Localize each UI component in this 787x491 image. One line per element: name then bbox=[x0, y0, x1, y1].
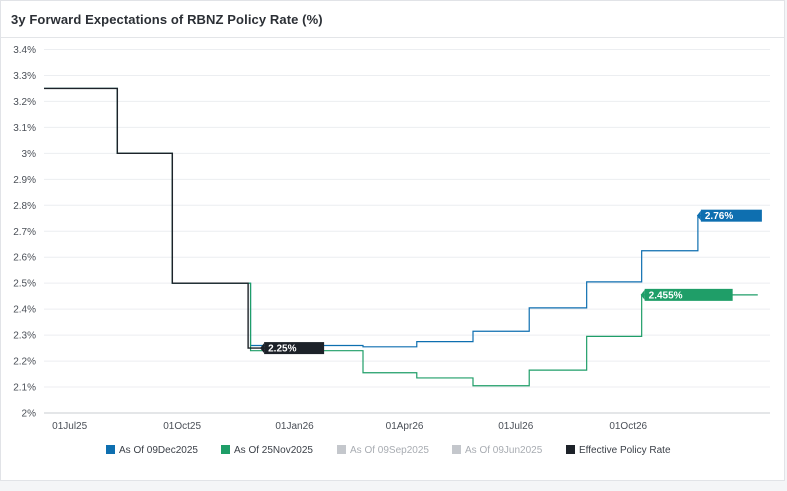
y-tick-label: 2.3% bbox=[13, 331, 36, 342]
chart-title: 3y Forward Expectations of RBNZ Policy R… bbox=[11, 12, 323, 27]
y-tick-label: 2% bbox=[22, 409, 37, 420]
y-tick-label: 2.5% bbox=[13, 279, 36, 290]
x-tick-label: 01Oct26 bbox=[609, 421, 647, 432]
y-tick-label: 2.8% bbox=[13, 201, 36, 212]
legend-swatch-as-of-25nov2025[interactable] bbox=[221, 445, 230, 454]
x-tick-label: 01Jan26 bbox=[275, 421, 314, 432]
legend-label-effective-policy-rate[interactable]: Effective Policy Rate bbox=[579, 445, 671, 456]
series-line-effective-policy-rate bbox=[44, 87, 268, 349]
y-tick-label: 2.9% bbox=[13, 175, 36, 186]
legend-swatch-as-of-09jun2025[interactable] bbox=[452, 445, 461, 454]
title-bar: 3y Forward Expectations of RBNZ Policy R… bbox=[1, 1, 784, 38]
y-tick-label: 2.6% bbox=[13, 253, 36, 264]
value-tag-label-effective-policy-rate: 2.25% bbox=[268, 344, 296, 355]
value-tag-as-of-09dec2025 bbox=[700, 209, 762, 222]
value-tag-label-as-of-09dec2025: 2.76% bbox=[705, 211, 733, 222]
y-tick-label: 2.2% bbox=[13, 357, 36, 368]
x-tick-label: 01Oct25 bbox=[163, 421, 201, 432]
legend-swatch-as-of-09dec2025[interactable] bbox=[106, 445, 115, 454]
value-tag-effective-policy-rate bbox=[264, 342, 325, 355]
y-tick-label: 2.4% bbox=[13, 305, 36, 316]
value-tag-pointer-effective-policy-rate bbox=[260, 343, 265, 354]
x-tick-label: 01Jul26 bbox=[498, 421, 533, 432]
y-tick-label: 3.4% bbox=[13, 45, 36, 56]
x-tick-label: 01Apr26 bbox=[386, 421, 424, 432]
y-tick-label: 3.2% bbox=[13, 97, 36, 108]
series-line-as-of-25nov2025 bbox=[44, 87, 758, 387]
legend-label-as-of-09sep2025[interactable]: As Of 09Sep2025 bbox=[350, 445, 429, 456]
value-tag-pointer-as-of-25nov2025 bbox=[640, 289, 645, 300]
y-tick-label: 3.1% bbox=[13, 123, 36, 134]
legend-label-as-of-25nov2025[interactable]: As Of 25Nov2025 bbox=[234, 445, 313, 456]
x-tick-label: 01Jul25 bbox=[52, 421, 87, 432]
y-tick-label: 2.1% bbox=[13, 383, 36, 394]
value-tag-label-as-of-25nov2025: 2.455% bbox=[649, 290, 683, 301]
legend-swatch-effective-policy-rate[interactable] bbox=[566, 445, 575, 454]
legend-label-as-of-09jun2025[interactable]: As Of 09Jun2025 bbox=[465, 445, 543, 456]
chart-card: 3y Forward Expectations of RBNZ Policy R… bbox=[0, 0, 785, 481]
y-tick-label: 3% bbox=[22, 149, 37, 160]
y-tick-label: 3.3% bbox=[13, 71, 36, 82]
legend-swatch-as-of-09sep2025[interactable] bbox=[337, 445, 346, 454]
legend-label-as-of-09dec2025[interactable]: As Of 09Dec2025 bbox=[119, 445, 198, 456]
y-tick-label: 2.7% bbox=[13, 227, 36, 238]
value-tag-as-of-25nov2025 bbox=[644, 288, 733, 301]
value-tag-pointer-as-of-09dec2025 bbox=[696, 210, 701, 221]
